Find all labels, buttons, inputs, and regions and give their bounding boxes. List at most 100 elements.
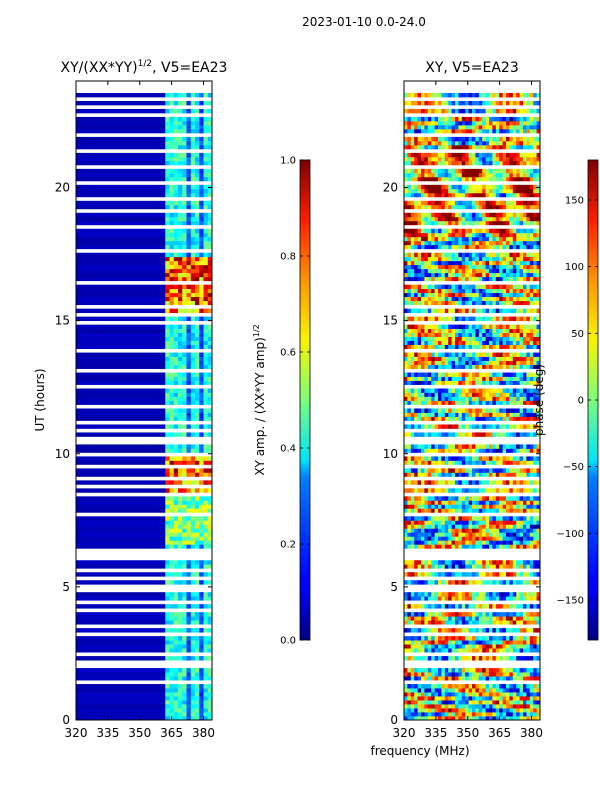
heatmap-cell [526, 416, 531, 421]
heatmap-cell [195, 708, 200, 713]
heatmap-cell [199, 128, 204, 134]
heatmap-cell [472, 468, 476, 473]
heatmap-cell [404, 536, 408, 541]
heatmap-cell [76, 264, 166, 270]
heatmap-cell [444, 268, 449, 274]
heatmap-cell [468, 560, 473, 565]
heatmap-cell [533, 360, 537, 365]
heatmap-cell [434, 308, 439, 314]
heatmap-cell [512, 560, 517, 565]
heatmap-cell [169, 152, 175, 158]
heatmap-cell [421, 364, 425, 369]
heatmap-cell [465, 616, 469, 621]
heatmap-cell [76, 704, 166, 709]
heatmap-cell [438, 668, 442, 673]
heatmap-cell [203, 528, 209, 533]
heatmap-cell [203, 500, 209, 505]
heatmap-cell [472, 500, 476, 505]
heatmap-cell [472, 260, 476, 266]
heatmap-cell [448, 544, 452, 549]
heatmap-cell [410, 644, 415, 649]
heatmap-cell [461, 228, 466, 234]
heatmap-cell [165, 612, 170, 617]
heatmap-cell [417, 388, 422, 393]
heatmap-cell [444, 472, 449, 477]
heatmap-cell [444, 640, 449, 645]
heatmap-cell [519, 352, 524, 357]
heatmap-cell [485, 388, 490, 393]
heatmap-cell [431, 288, 435, 294]
heatmap-cell [444, 292, 449, 298]
heatmap-cell [451, 256, 456, 262]
heatmap-cell [472, 612, 476, 617]
heatmap-cell [499, 456, 503, 461]
heatmap-cell [509, 488, 514, 493]
heatmap-cell [199, 524, 204, 529]
heatmap-cell [169, 448, 175, 453]
heatmap-cell [451, 460, 456, 465]
heatmap-cell [509, 424, 514, 429]
y-tick-label: 15 [55, 314, 70, 328]
heatmap-cell [478, 288, 483, 294]
heatmap-cell [421, 528, 425, 533]
heatmap-cell [434, 220, 439, 226]
heatmap-cell [431, 240, 435, 246]
heatmap-cell [417, 416, 422, 421]
heatmap-cell [489, 500, 493, 505]
heatmap-cell [499, 716, 503, 720]
heatmap-cell [195, 400, 200, 405]
heatmap-cell [424, 244, 429, 250]
heatmap-cell [451, 592, 456, 597]
heatmap-cell [404, 432, 408, 437]
heatmap-cell [499, 264, 503, 270]
heatmap-cell [533, 640, 537, 645]
heatmap-cell [533, 344, 537, 349]
heatmap-cell [178, 496, 183, 501]
heatmap-cell [424, 640, 429, 645]
heatmap-cell [468, 564, 473, 569]
heatmap-cell [444, 276, 449, 282]
heatmap-cell [492, 364, 497, 369]
heatmap-cell [451, 564, 456, 569]
heatmap-cell [186, 380, 192, 385]
heatmap-cell [509, 356, 514, 361]
heatmap-cell [438, 628, 442, 633]
heatmap-cell [438, 524, 442, 529]
heatmap-cell [76, 168, 166, 174]
heatmap-cell [186, 460, 192, 465]
heatmap-cell [468, 528, 473, 533]
heatmap-cell [485, 344, 490, 349]
heatmap-cell [434, 296, 439, 302]
heatmap-cell [203, 284, 209, 290]
heatmap-cell [523, 500, 527, 505]
heatmap-cell [417, 708, 422, 713]
heatmap-cell [438, 540, 442, 545]
heatmap-cell [529, 364, 534, 369]
heatmap-cell [424, 324, 429, 330]
heatmap-cell [76, 668, 166, 673]
heatmap-cell [441, 416, 446, 421]
heatmap-cell [468, 524, 473, 529]
heatmap-cell [526, 396, 531, 401]
heatmap-cell [533, 336, 537, 341]
heatmap-cell [516, 708, 520, 713]
heatmap-cell [448, 668, 452, 673]
heatmap-cell [468, 572, 473, 577]
heatmap-cell [207, 192, 212, 198]
heatmap-cell [434, 316, 439, 322]
heatmap-cell [468, 380, 473, 385]
heatmap-cell [523, 536, 527, 541]
heatmap-cell [461, 416, 466, 421]
heatmap-cell [465, 236, 469, 242]
heatmap-cell [438, 264, 442, 270]
heatmap-cell [427, 592, 432, 597]
heatmap-cell [203, 220, 209, 226]
heatmap-cell [190, 144, 196, 150]
heatmap-cell [195, 200, 200, 206]
heatmap-cell [516, 536, 520, 541]
heatmap-cell [186, 344, 192, 349]
heatmap-cell [427, 532, 432, 537]
heatmap-cell [195, 364, 200, 369]
heatmap-cell [519, 488, 524, 493]
heatmap-cell [404, 544, 408, 549]
